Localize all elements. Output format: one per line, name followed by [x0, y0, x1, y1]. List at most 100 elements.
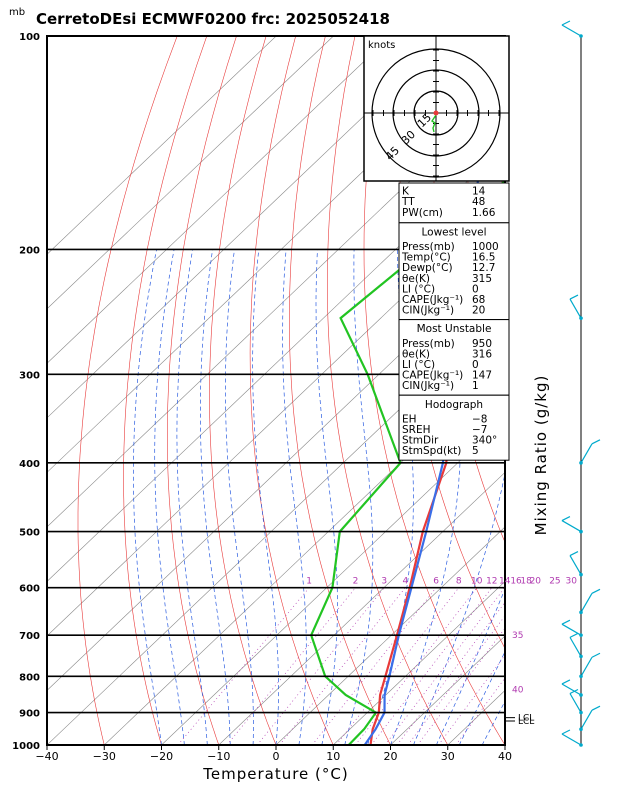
mixing-ratio-label: 18: [520, 577, 532, 587]
mixing-ratio-label: 40: [512, 685, 524, 695]
barb-staff: [580, 443, 593, 464]
mixing-ratio-line: [256, 587, 385, 745]
wind-barb: [569, 632, 583, 659]
indices-box: [398, 222, 510, 321]
index-label: θe(K): [402, 348, 430, 360]
barb-flag: [591, 705, 601, 711]
barb-staff: [561, 623, 582, 636]
pressure-tick-label: 500: [19, 528, 40, 539]
barb-flag: [561, 619, 571, 625]
index-label: StmSpd(kt): [402, 445, 461, 457]
index-value: 12.7: [472, 262, 495, 274]
mixing-ratio-label: 10: [471, 577, 483, 587]
moist-adiabat-line: [176, 249, 208, 745]
index-label: K: [402, 186, 410, 198]
pressure-unit-label: mb: [9, 7, 25, 18]
index-label: TT: [401, 196, 415, 208]
pressure-tick-label: 800: [19, 672, 40, 683]
x-tick-label: 10: [326, 750, 340, 763]
indices-box: [398, 319, 510, 396]
index-label: CAPE(Jkg⁻¹): [402, 294, 463, 306]
mixing-ratio-label: 30: [565, 577, 577, 587]
mixing-ratio-label: 8: [456, 577, 462, 587]
dry-adiabat-line: [77, 36, 178, 745]
hodograph-trace: [431, 114, 437, 133]
isotherm-line: [47, 253, 505, 691]
index-label: θe(K): [402, 273, 430, 285]
mixing-ratio-label: 14: [499, 577, 511, 587]
isotherm-line: [333, 581, 505, 745]
plot-frame: [46, 35, 506, 746]
wind-barb: [561, 729, 583, 747]
barb-staff: [561, 733, 582, 746]
index-label: SREH: [402, 424, 431, 436]
index-label: CIN(Jkg⁻¹): [402, 380, 454, 392]
pressure-tick-label: 400: [19, 459, 40, 470]
wind-barb: [569, 294, 583, 320]
barb-staff: [569, 693, 582, 713]
mixing-ratio-line: [438, 654, 505, 745]
dry-adiabat-line: [592, 36, 618, 745]
x-tick-label: −20: [150, 750, 173, 763]
moist-adiabat-line: [200, 249, 231, 745]
index-value: 68: [472, 294, 485, 306]
pressure-tick-label: 200: [19, 245, 40, 256]
wind-barb: [561, 679, 583, 697]
index-value: 20: [472, 305, 485, 317]
moist-adiabat-line: [315, 249, 338, 745]
index-value: 147: [472, 370, 492, 382]
barb-staff: [561, 24, 582, 37]
dry-adiabat-line: [167, 36, 237, 745]
y-axis-label: Mixing Ratio (g/kg): [532, 375, 550, 536]
index-label: EH: [402, 413, 417, 425]
mixing-ratio-label: 20: [530, 577, 542, 587]
dry-adiabat-line: [249, 36, 334, 745]
moist-adiabat-line: [344, 249, 374, 745]
moist-adiabat-line: [458, 650, 505, 745]
mixing-ratio-label: 35: [512, 631, 523, 641]
index-value: 950: [472, 338, 492, 350]
barb-flag: [569, 294, 579, 300]
pressure-tick-label: 600: [19, 584, 40, 595]
mixing-ratio-line: [455, 677, 505, 745]
barb-flag: [561, 729, 571, 735]
mixing-ratio-label: 6: [433, 577, 439, 587]
barb-flag: [569, 632, 579, 638]
wind-barb: [561, 516, 583, 534]
index-label: Temp(°C): [401, 252, 451, 264]
index-label: LI (°C): [402, 359, 435, 371]
pressure-tick-label: 900: [19, 709, 40, 720]
mixing-ratio-line: [396, 601, 505, 745]
x-tick-label: 40: [498, 750, 512, 763]
index-value: 1.66: [472, 207, 496, 219]
mixing-ratio-line: [370, 587, 493, 745]
pressure-tick-label: 100: [19, 32, 40, 43]
mixing-ratio-line: [384, 587, 505, 745]
mixing-ratio-line: [311, 587, 437, 745]
indices-box: [398, 182, 510, 224]
x-tick-label: 30: [441, 750, 455, 763]
index-value: 340°: [472, 435, 497, 447]
x-tick-label: −10: [207, 750, 230, 763]
barb-flag: [561, 20, 571, 26]
barb-flag: [561, 679, 571, 685]
index-value: 1000: [472, 241, 499, 253]
barb-flag: [569, 688, 579, 695]
x-tick-label: 20: [384, 750, 398, 763]
isotherm-line: [161, 417, 505, 745]
moist-adiabat-line: [252, 249, 279, 745]
isotherm-line: [47, 36, 277, 255]
index-label: Press(mb): [402, 338, 455, 350]
profile-temperature: [369, 269, 505, 745]
index-value: 0: [472, 359, 479, 371]
index-label: LI (°C): [402, 283, 435, 295]
barb-flag: [591, 439, 601, 445]
dry-adiabat-line: [289, 36, 391, 745]
index-value: −7: [472, 424, 487, 436]
mixing-ratio-label: 25: [549, 577, 560, 587]
wind-barb: [579, 588, 601, 615]
barb-flag: [569, 551, 579, 557]
